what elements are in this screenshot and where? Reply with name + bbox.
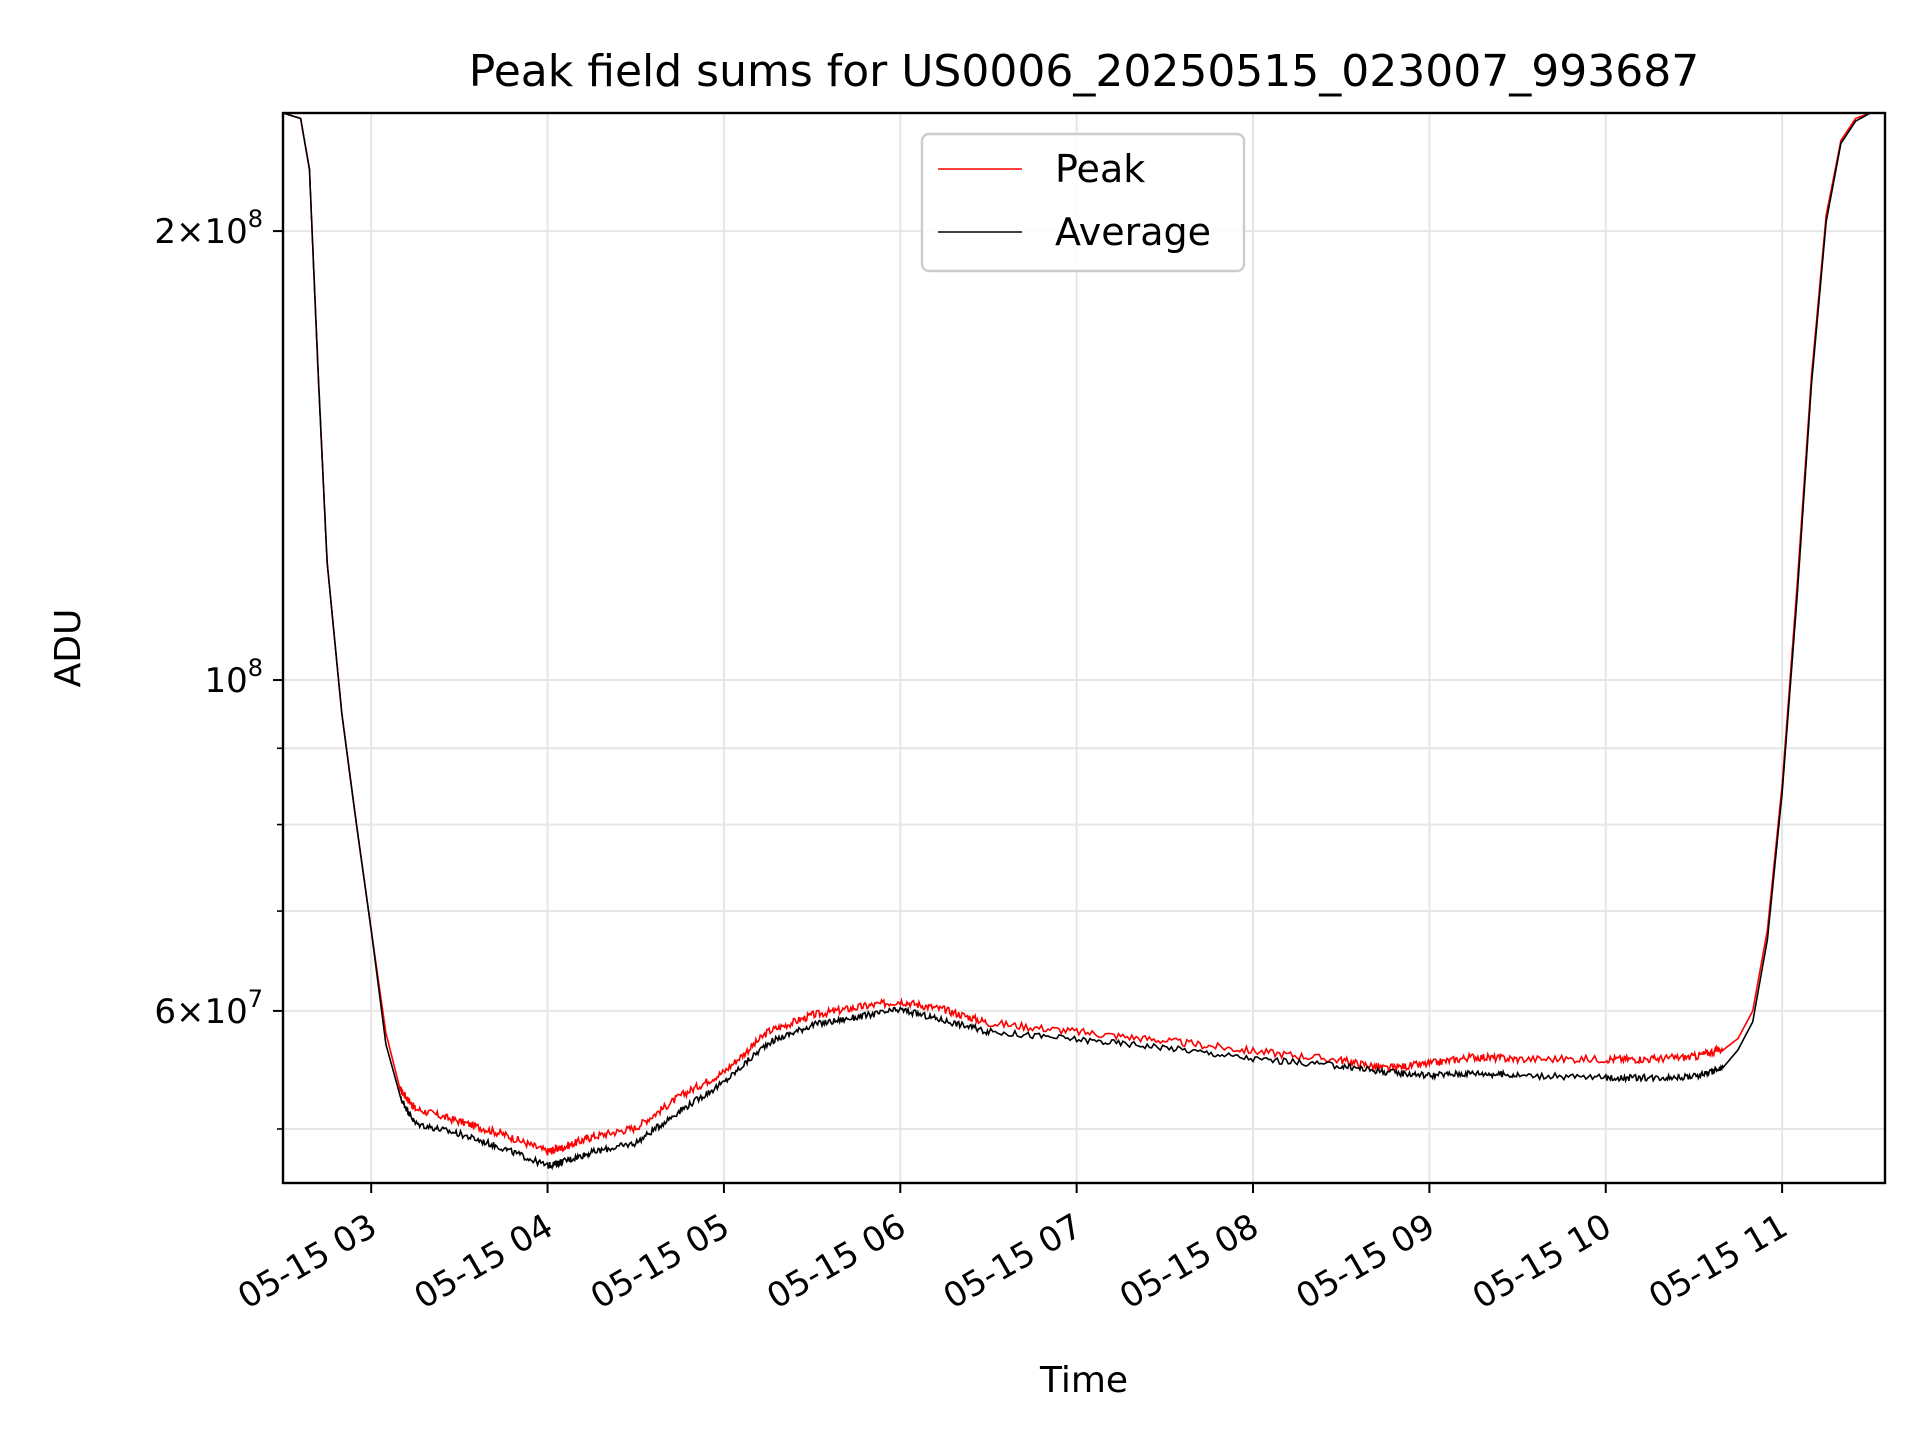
legend-label-peak: Peak xyxy=(1055,147,1145,191)
y-tick-label: 2×108 xyxy=(154,205,263,252)
x-tick-label: 05-15 03 xyxy=(231,1206,383,1317)
y-axis: 2×108 108 6×107 xyxy=(154,205,283,1130)
grid xyxy=(283,113,1885,1183)
x-tick-label: 05-15 04 xyxy=(408,1206,560,1317)
y-axis-label: ADU xyxy=(48,609,89,688)
plot-frame xyxy=(281,111,1887,1185)
x-axis-label: Time xyxy=(1039,1360,1128,1401)
legend-label-average: Average xyxy=(1055,210,1211,254)
x-tick-label: 05-15 06 xyxy=(760,1206,912,1317)
x-tick-label: 05-15 09 xyxy=(1289,1206,1441,1317)
legend: Peak Average xyxy=(920,132,1246,273)
y-tick-label: 6×107 xyxy=(154,985,263,1032)
x-axis: 05-15 03 05-15 04 05-15 05 05-15 06 05-15 07… xyxy=(231,1183,1795,1317)
x-tick-label: 05-15 07 xyxy=(937,1206,1089,1317)
series-line-average xyxy=(283,113,1885,1171)
x-tick-label: 05-15 10 xyxy=(1466,1206,1618,1317)
x-tick-label: 05-15 05 xyxy=(584,1206,736,1317)
x-tick-label: 05-15 08 xyxy=(1113,1206,1265,1317)
x-tick-label: 05-15 11 xyxy=(1642,1206,1794,1317)
series-layer xyxy=(283,113,1885,1171)
chart-title: Peak field sums for US0006_20250515_0230… xyxy=(469,46,1699,97)
series-line-peak xyxy=(283,113,1885,1156)
y-tick-label: 108 xyxy=(204,654,263,701)
